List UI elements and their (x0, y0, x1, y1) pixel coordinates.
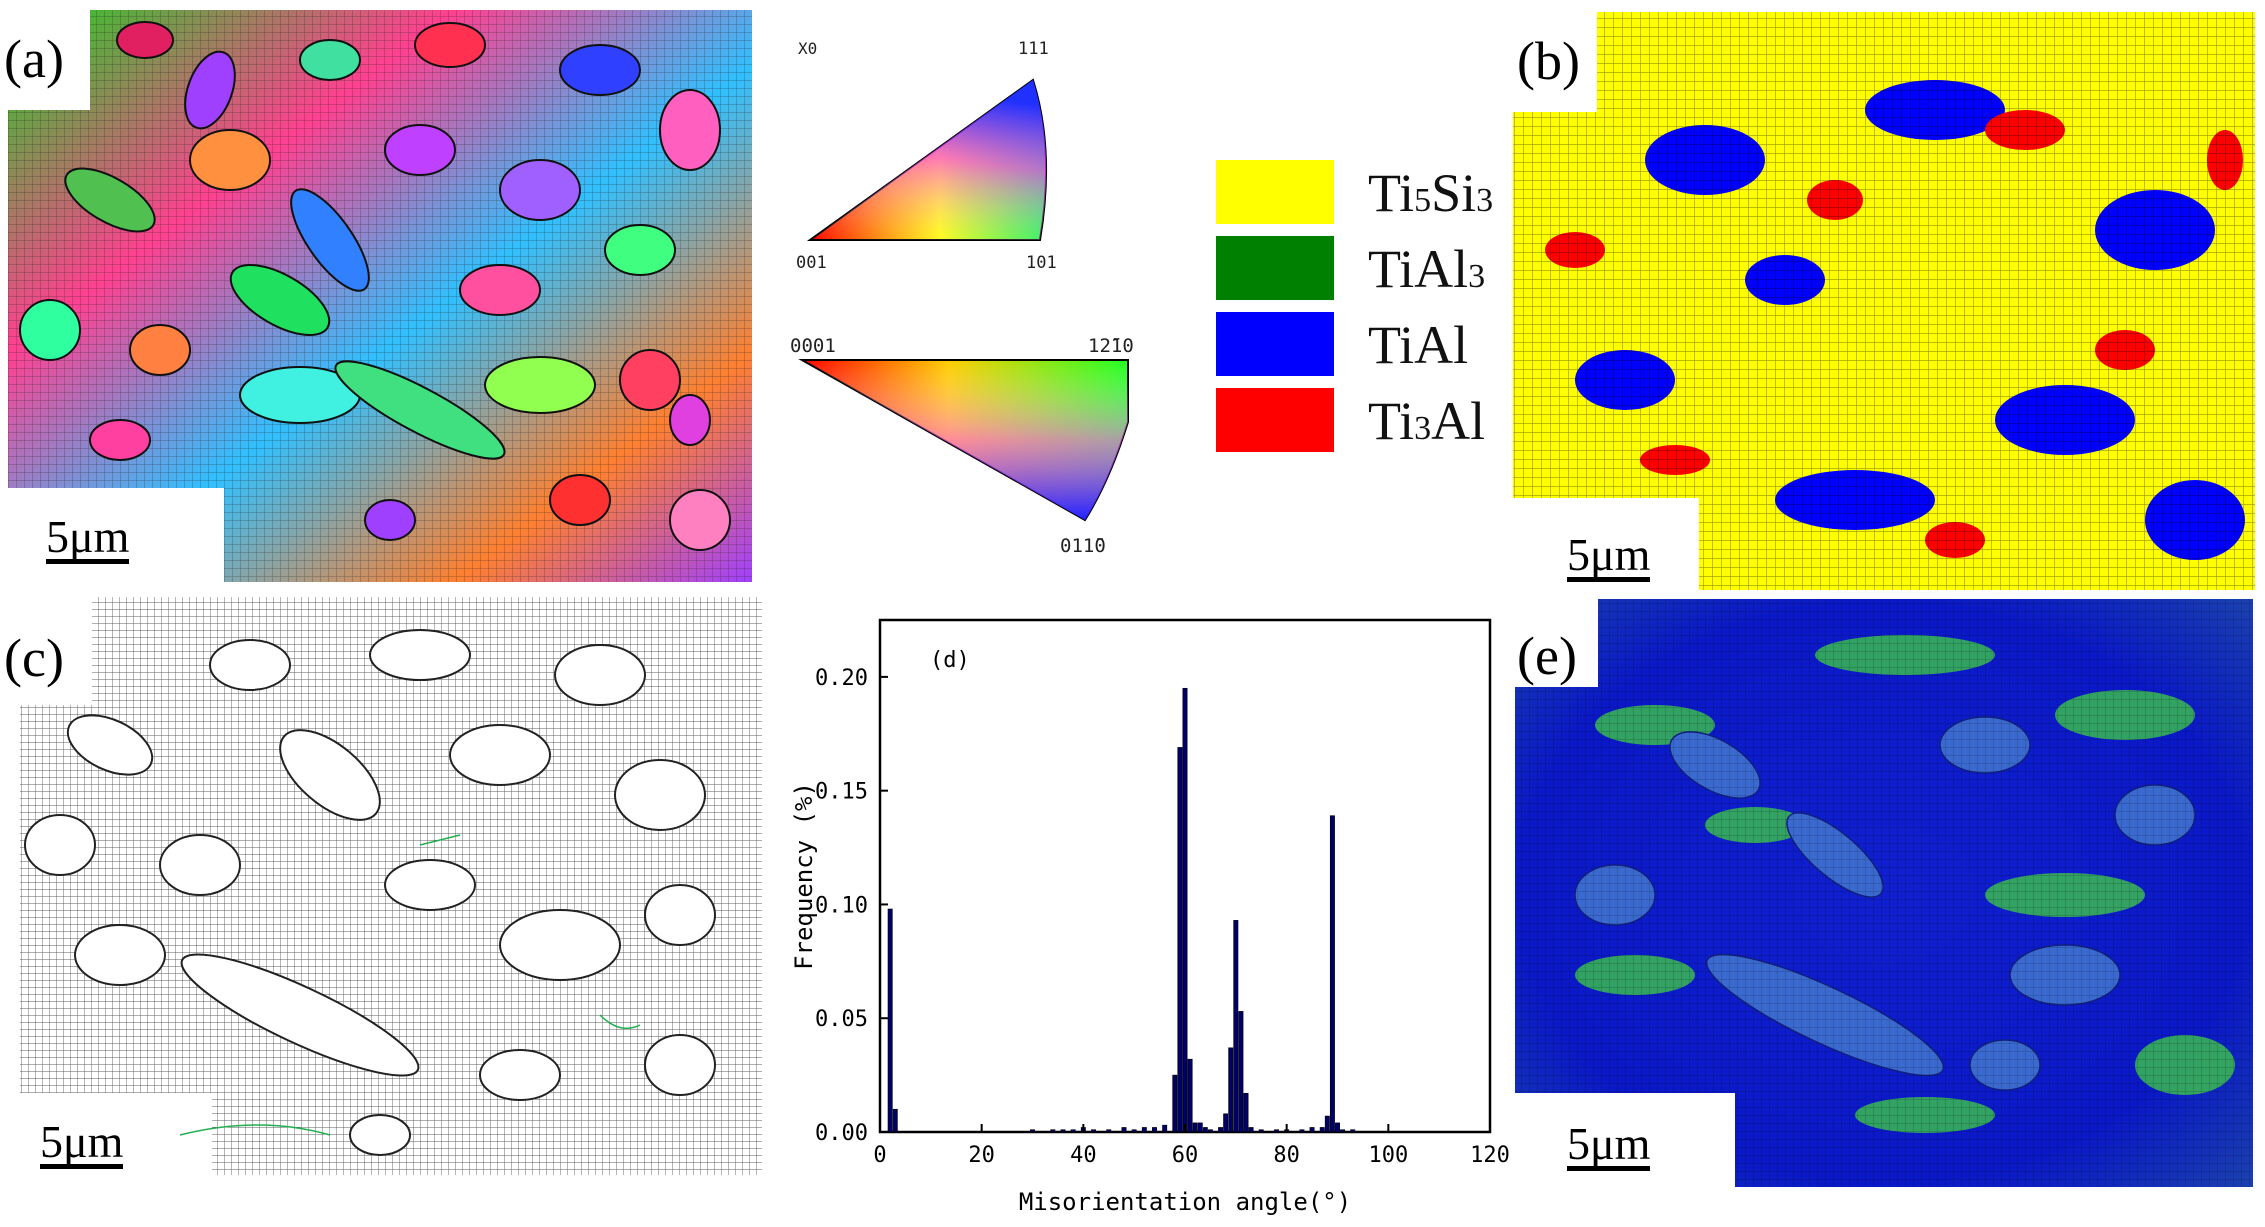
ipf-hex-1210: 12̄10 (1088, 335, 1134, 357)
kam-map-e (1515, 599, 2253, 1187)
x-tick-label: 80 (1273, 1143, 1300, 1168)
scale-bar-e-text: 5μm (1567, 1118, 1651, 1169)
scale-bar-e: 5μm (1557, 1117, 1661, 1171)
histogram-bar (1238, 1011, 1244, 1133)
histogram-bar (1197, 1122, 1203, 1133)
x-tick-label: 120 (1470, 1143, 1510, 1168)
legend-row-tial: TiAl (1216, 312, 1646, 376)
histogram-bar (1141, 1127, 1147, 1133)
histogram-bar (1218, 1127, 1224, 1133)
histogram-bar (1091, 1129, 1096, 1133)
histogram-bar (1309, 1127, 1315, 1133)
legend-swatch-tial (1216, 312, 1334, 376)
y-tick-label: 0.00 (815, 1121, 868, 1146)
histogram-bar (1202, 1127, 1208, 1133)
histogram-bar (1207, 1129, 1213, 1133)
panel-e-label: (e) (1517, 626, 1577, 686)
histogram-bar (1274, 1129, 1279, 1133)
x-tick-label: 20 (968, 1143, 995, 1168)
histogram-bar (1324, 1115, 1330, 1133)
y-tick-label: 0.20 (815, 666, 868, 691)
histogram-bar (1228, 1047, 1234, 1133)
histogram-bar (1152, 1127, 1157, 1133)
ipf-cubic-101: 101 (1026, 253, 1057, 273)
legend-swatch-ti5si3 (1216, 160, 1334, 224)
ipf-cubic-001: 001 (796, 253, 827, 273)
scale-bar-c-line (40, 1164, 124, 1169)
histogram-bar (1329, 815, 1335, 1133)
panel-a: (a) 5μm (0, 0, 760, 590)
histogram-bar (1177, 747, 1183, 1133)
histogram-bar (1030, 1129, 1035, 1133)
panel-c-label: (c) (4, 628, 64, 688)
histogram-bar (1106, 1129, 1112, 1133)
legend-text-ti5si3: Ti5Si3 (1368, 163, 1494, 223)
legend-swatch-tial3 (1216, 236, 1334, 300)
histogram-bar (1340, 1129, 1346, 1133)
scale-bar-c-text: 5μm (40, 1116, 124, 1167)
ipf-cubic-111: 111 (1018, 39, 1049, 59)
histogram-bar (1192, 1122, 1198, 1133)
phase-map-b (1513, 12, 2255, 590)
histogram-bar (1319, 1127, 1325, 1133)
legend-row-tial3: TiAl3 (1216, 236, 1646, 300)
x-tick-label: 0 (873, 1143, 886, 1168)
x-tick-label: 40 (1070, 1143, 1097, 1168)
histogram-bar (1223, 1113, 1229, 1133)
scale-bar-a-line (46, 559, 130, 564)
ipf-key-cubic: X0 111 001 101 (796, 39, 1057, 273)
histogram-bar (1258, 1129, 1264, 1133)
legend-row-ti3al: Ti3Al (1216, 388, 1646, 452)
chart-ylabel: Frequency (%) (790, 782, 818, 970)
scale-bar-b-text: 5μm (1567, 529, 1651, 580)
histogram-bar (1182, 687, 1188, 1133)
histogram-bar (892, 1108, 898, 1133)
y-tick-label: 0.10 (815, 893, 868, 918)
histogram-bar (1172, 1074, 1178, 1133)
histogram-bar (1070, 1129, 1076, 1133)
legend-text-tial: TiAl (1368, 315, 1469, 375)
legend-row-ti5si3: Ti5Si3 (1216, 160, 1646, 224)
chart-xlabel: Misorientation angle(°) (1019, 1188, 1351, 1216)
histogram-bar (1248, 1127, 1254, 1133)
legend-text-ti3al: Ti3Al (1368, 391, 1486, 451)
panel-b-label: (b) (1517, 31, 1580, 91)
histogram-bar (1060, 1129, 1066, 1133)
histogram-bar (1233, 920, 1239, 1133)
legend-text-tial3: TiAl3 (1368, 239, 1486, 299)
histogram-bar (1162, 1124, 1168, 1133)
histogram-bar (1187, 1058, 1193, 1133)
panel-e: (e) 5μm (1505, 595, 2265, 1227)
boundary-map-c (20, 597, 762, 1175)
panel-c: (c) 5μm (0, 595, 770, 1227)
histogram-bar (1050, 1129, 1056, 1133)
ipf-cubic-xo: X0 (798, 39, 817, 58)
scale-bar-c: 5μm (30, 1115, 134, 1169)
panel-b: (b) 5μm (1505, 0, 2265, 600)
histogram-bar (1335, 1122, 1340, 1133)
histogram-bar (1121, 1127, 1127, 1133)
x-tick-label: 100 (1368, 1143, 1408, 1168)
x-tick-label: 60 (1172, 1143, 1199, 1168)
scale-bar-e-line (1567, 1166, 1651, 1171)
ipf-map-a (8, 10, 752, 582)
ipf-hex-0001: 0001 (790, 335, 836, 357)
scale-bar-b-line (1567, 577, 1651, 582)
histogram-bar (887, 908, 893, 1133)
histogram-bar (1131, 1129, 1137, 1133)
histogram-bar (1243, 1093, 1249, 1133)
scale-bar-b: 5μm (1557, 528, 1661, 582)
chart-panel-label: (d) (930, 648, 970, 673)
y-tick-label: 0.15 (815, 780, 868, 805)
scale-bar-a: 5μm (36, 510, 140, 564)
legend-swatch-ti3al (1216, 388, 1334, 452)
panel-a-label: (a) (4, 29, 64, 89)
scale-bar-a-text: 5μm (46, 511, 130, 562)
histogram-bar (1350, 1129, 1356, 1133)
ipf-key-hex: 0001 12̄10 011̄0 (790, 335, 1134, 557)
histogram-bar (1299, 1129, 1305, 1133)
y-tick-label: 0.05 (815, 1007, 868, 1032)
ipf-hex-0110: 011̄0 (1060, 535, 1106, 557)
